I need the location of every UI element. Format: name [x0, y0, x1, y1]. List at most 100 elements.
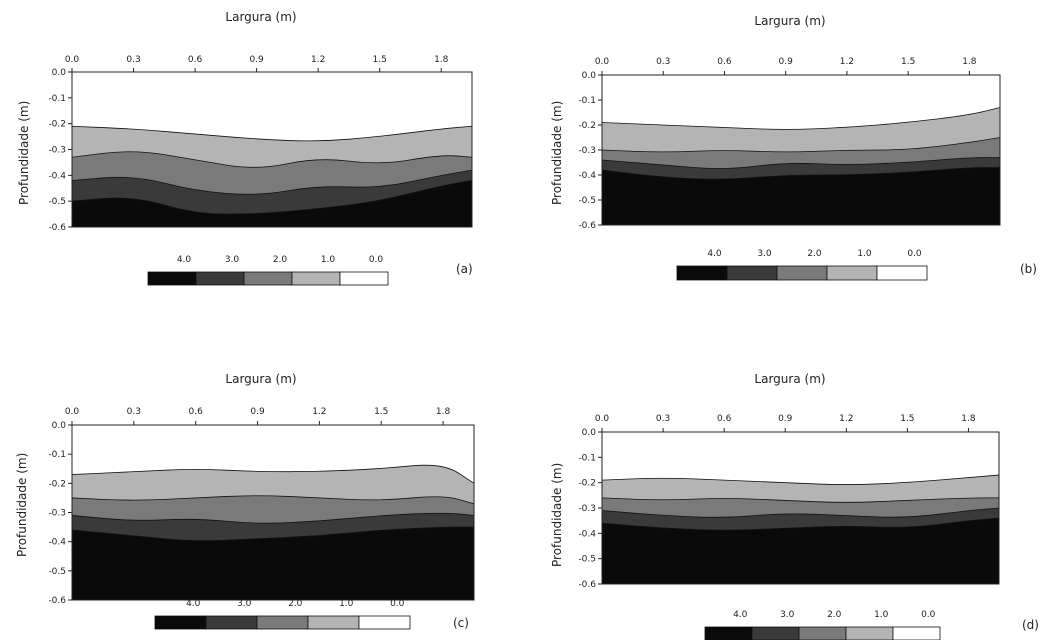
y-tick-label: -0.1 [578, 96, 596, 106]
panel-label: (d) [1022, 618, 1039, 632]
x-tick-label: 1.2 [839, 414, 853, 424]
contour-fill [602, 432, 999, 584]
panel-d: Largura (m) Profundidade (m) 0.0 0.3 0.6 0.… [535, 320, 1039, 640]
y-tick-label: -0.6 [48, 596, 66, 606]
x-tick-label: 1.5 [900, 414, 914, 424]
x-axis-title: Largura (m) [754, 372, 826, 386]
y-tick-label: -0.2 [48, 479, 66, 489]
y-tick-label: 0.0 [582, 71, 597, 81]
x-tick-label: 0.9 [778, 414, 793, 424]
x-tick-label: 0.6 [188, 55, 203, 65]
legend-label: 0.0 [907, 249, 922, 259]
y-tick-label: 0.0 [582, 428, 597, 438]
x-axis-title: Largura (m) [754, 14, 826, 28]
y-tick-label: -0.2 [48, 120, 66, 130]
level-4-region [602, 517, 999, 584]
legend-label: 4.0 [177, 255, 192, 265]
y-tick-label: -0.2 [578, 121, 596, 131]
x-axis-title: Largura (m) [225, 10, 297, 24]
panel-label: (a) [456, 262, 473, 276]
color-legend: 4.0 3.0 2.0 1.0 0.0 [147, 255, 389, 286]
y-tick-label: -0.6 [578, 221, 596, 231]
x-tick-label: 0.9 [779, 57, 794, 67]
x-tick-label: 0.0 [595, 414, 610, 424]
legend-swatch [256, 615, 309, 630]
x-tick-label: 0.3 [656, 57, 670, 67]
x-tick-label: 1.2 [311, 55, 325, 65]
legend-swatch [339, 271, 389, 286]
panel-label: (b) [1020, 262, 1037, 276]
legend-label: 3.0 [237, 599, 252, 609]
y-tick-label: -0.3 [578, 146, 596, 156]
legend-swatch [704, 626, 753, 640]
level-4-region [602, 167, 1000, 225]
y-tick-label: -0.4 [578, 171, 596, 181]
y-tick-label: -0.5 [578, 555, 596, 565]
legend-label: 0.0 [921, 610, 936, 620]
y-tick-label: -0.3 [48, 509, 66, 519]
legend-label: 2.0 [827, 610, 842, 620]
legend-label: 4.0 [186, 599, 201, 609]
legend-swatch [798, 626, 847, 640]
contour-plot: 0.0 0.3 0.6 0.9 1.2 1.5 1.8 0.0 -0.1 -0.2 -0.3 -0.4… [48, 407, 475, 630]
y-tick-label: -0.5 [48, 567, 66, 577]
level-4-region [72, 180, 472, 227]
legend-label: 2.0 [807, 249, 822, 259]
legend-label: 3.0 [225, 255, 240, 265]
panel-b: Largura (m) Profundidade (m) 0.0 0.3 0.6 0.… [535, 0, 1037, 300]
legend-swatch [776, 265, 828, 281]
legend-label: 1.0 [339, 599, 354, 609]
y-tick-label: -0.2 [578, 479, 596, 489]
legend-label: 1.0 [321, 255, 336, 265]
y-tick-label: -0.4 [48, 538, 66, 548]
x-tick-label: 0.3 [127, 407, 141, 417]
legend-swatch [726, 265, 778, 281]
x-tick-label: 0.6 [717, 57, 732, 67]
y-tick-label: -0.1 [578, 453, 596, 463]
y-tick-label: -0.4 [48, 171, 66, 181]
y-tick-label: -0.3 [48, 146, 66, 156]
legend-label: 4.0 [707, 249, 722, 259]
x-tick-label: 0.3 [656, 414, 670, 424]
legend-label: 0.0 [369, 255, 384, 265]
x-tick-label: 0.3 [126, 55, 140, 65]
y-tick-label: 0.0 [52, 421, 67, 431]
legend-swatch [876, 265, 928, 281]
y-tick-label: -0.6 [48, 223, 66, 233]
y-tick-label: -0.3 [578, 504, 596, 514]
legend-label: 1.0 [874, 610, 889, 620]
x-tick-label: 1.8 [436, 407, 451, 417]
color-legend: 4.0 3.0 2.0 1.0 0.0 [676, 249, 928, 281]
x-tick-label: 0.9 [250, 407, 265, 417]
legend-swatch [676, 265, 728, 281]
legend-label: 3.0 [757, 249, 772, 259]
x-tick-label: 1.5 [373, 55, 387, 65]
x-tick-label: 1.2 [312, 407, 326, 417]
y-tick-label: -0.5 [48, 197, 66, 207]
x-tick-label: 0.0 [595, 57, 610, 67]
x-tick-label: 0.0 [65, 407, 80, 417]
legend-swatch [205, 615, 258, 630]
panel-c: Largura (m) Profundidade (m) 0.0 0.3 0.6 0.… [0, 320, 500, 630]
legend-label: 3.0 [780, 610, 795, 620]
legend-label: 1.0 [857, 249, 872, 259]
contour-fill [72, 425, 474, 600]
y-tick-label: -0.5 [578, 196, 596, 206]
x-tick-label: 0.6 [189, 407, 204, 417]
x-tick-label: 0.9 [249, 55, 264, 65]
legend-swatch [892, 626, 941, 640]
contour-plot: 0.0 0.3 0.6 0.9 1.2 1.5 1.8 0.0 -0.1 -0.2 -0.3 -0.4… [48, 55, 473, 286]
x-tick-label: 0.6 [717, 414, 732, 424]
color-legend: 4.0 3.0 2.0 1.0 0.0 [704, 610, 941, 640]
y-tick-label: -0.4 [578, 529, 596, 539]
level-4-region [72, 526, 474, 600]
panel-label: (c) [453, 616, 469, 630]
legend-swatch [243, 271, 293, 286]
contour-fill [72, 72, 472, 227]
contour-fill [602, 75, 1000, 225]
legend-label: 4.0 [733, 610, 748, 620]
x-tick-label: 1.5 [901, 57, 915, 67]
legend-label: 2.0 [273, 255, 288, 265]
color-legend: 4.0 3.0 2.0 1.0 0.0 [154, 599, 411, 630]
x-axis-title: Largura (m) [225, 372, 297, 386]
